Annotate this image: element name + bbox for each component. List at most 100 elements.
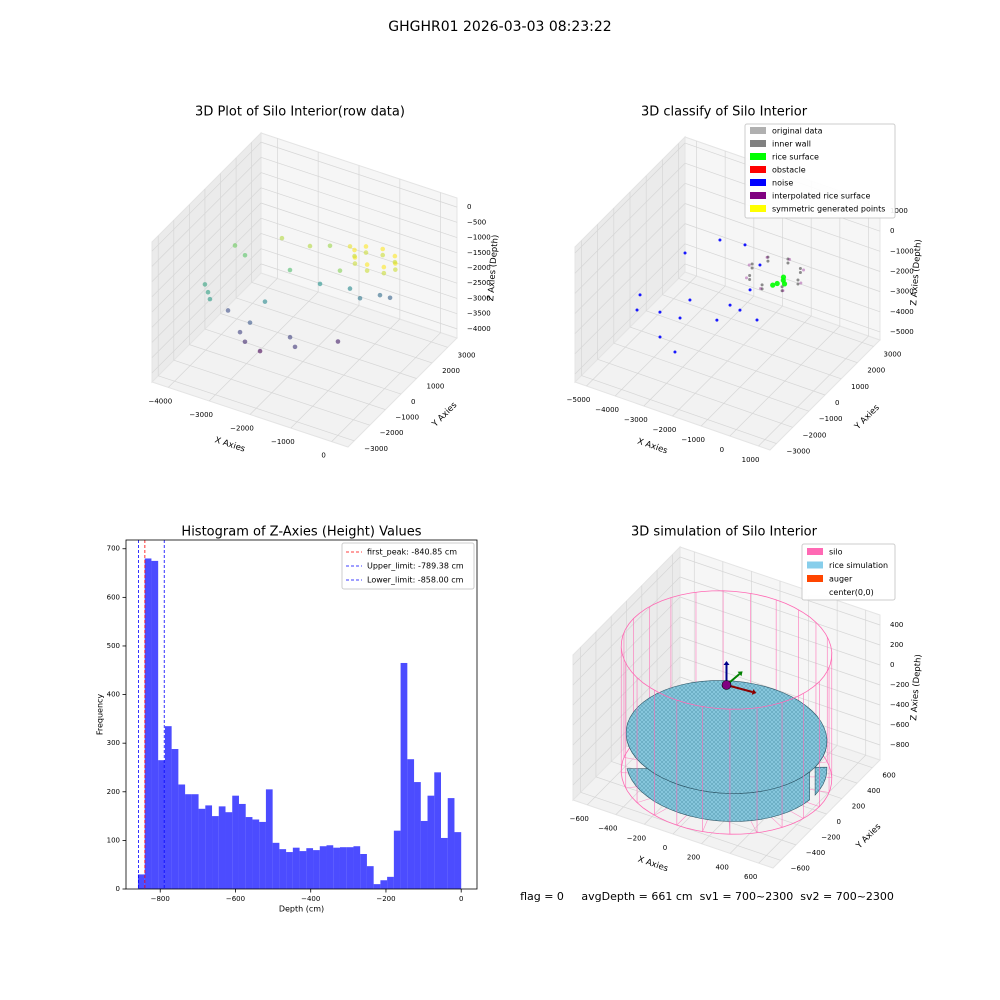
point (205, 289, 211, 295)
point (225, 308, 231, 313)
bar (185, 794, 192, 889)
y-tick-label: 300 (107, 739, 120, 747)
point (760, 283, 764, 287)
bar (151, 560, 159, 889)
bar (178, 784, 186, 889)
point (744, 276, 748, 280)
auger-arrowhead (751, 689, 757, 695)
point (673, 350, 677, 354)
y-tick-label: −1000 (395, 414, 419, 422)
z-tick-label: −2000 (467, 264, 491, 272)
x-tick-label: 0 (663, 844, 667, 852)
bar (245, 817, 253, 889)
z-tick-label: −800 (890, 741, 909, 749)
bar (137, 874, 145, 889)
x-tick-label: −3000 (189, 411, 213, 419)
z-tick-label: −600 (890, 721, 909, 729)
chart-title: 3D Plot of Silo Interior(row data) (195, 105, 405, 120)
chart-title: 3D simulation of Silo Interior (631, 525, 818, 540)
y-grid-line (646, 310, 842, 380)
point (638, 293, 642, 297)
legend-label: silo (829, 548, 843, 557)
z-tick-label: −1000 (890, 247, 914, 255)
bar (225, 812, 233, 889)
x-grid-line (168, 278, 278, 388)
z-grid-line (260, 157, 458, 223)
z-grid-line (679, 656, 881, 726)
z-tick-label: −200 (890, 681, 909, 689)
point (242, 339, 248, 345)
x-grid-line (331, 332, 441, 442)
point (237, 329, 243, 335)
z-grid-line (574, 142, 686, 254)
bar (158, 760, 165, 889)
point (758, 263, 762, 267)
point (393, 267, 398, 272)
y-tick-label: 600 (882, 772, 895, 780)
point (352, 247, 357, 253)
z-grid-line (260, 248, 458, 314)
point (798, 266, 802, 270)
z-grid-line (260, 187, 458, 254)
y-tick-label: 0 (835, 399, 839, 407)
point (380, 252, 386, 258)
bar (205, 805, 213, 889)
x-tick-label: −2000 (653, 426, 677, 434)
point (364, 268, 370, 273)
bar (265, 789, 273, 889)
y-tick-label: −3000 (786, 448, 810, 456)
point (232, 243, 238, 248)
bar (434, 772, 441, 889)
y-tick-label: 400 (867, 787, 880, 795)
z-grid-line (572, 656, 681, 766)
y-tick-label: 0 (411, 398, 415, 406)
bar (299, 851, 307, 889)
y-grid-line (251, 282, 448, 348)
x-tick-label: −4000 (595, 406, 619, 414)
point (728, 303, 732, 307)
y-tick-label: −600 (791, 864, 810, 872)
point (335, 339, 341, 344)
legend-swatch (750, 153, 766, 160)
point (247, 320, 253, 325)
bar (198, 808, 206, 889)
y-tick-label: 1000 (851, 383, 869, 391)
point (307, 243, 313, 249)
point (758, 287, 762, 291)
bar (373, 884, 381, 889)
auger-arrowhead (723, 661, 730, 665)
bar (380, 880, 388, 889)
bar (400, 662, 408, 889)
point (202, 282, 208, 287)
point (292, 344, 298, 350)
x-grid-line (208, 291, 319, 402)
bar (333, 847, 340, 889)
legend-label: rice simulation (829, 561, 888, 570)
point (743, 243, 747, 247)
bar (212, 816, 219, 889)
z-tick-label: −3500 (467, 310, 491, 318)
point (279, 235, 285, 241)
z-grid-line (574, 203, 686, 314)
legend-label: obstacle (772, 166, 806, 175)
z-tick-label: −4000 (467, 325, 491, 333)
z-grid-line (684, 223, 881, 292)
x-tick-label: 200 (687, 854, 700, 862)
point (688, 298, 692, 302)
y-tick-label: 2000 (442, 367, 460, 375)
y-grid-line (158, 375, 355, 442)
z-grid-line (260, 233, 458, 299)
point (635, 308, 639, 312)
legend-swatch (807, 548, 823, 555)
legend-label: original data (772, 127, 823, 136)
z-tick-label: 0 (890, 227, 894, 235)
point (347, 286, 353, 291)
z-axis-label: Z Axies (Depth) (486, 234, 501, 301)
legend-swatch (750, 192, 766, 199)
y-tick-label: −3000 (364, 445, 388, 453)
x-tick-label: 1000 (742, 456, 760, 464)
chart-title: Histogram of Z-Axies (Height) Values (181, 525, 421, 540)
legend-swatch (750, 205, 766, 212)
x-tick-label: −1000 (681, 436, 705, 444)
bar (286, 852, 293, 889)
